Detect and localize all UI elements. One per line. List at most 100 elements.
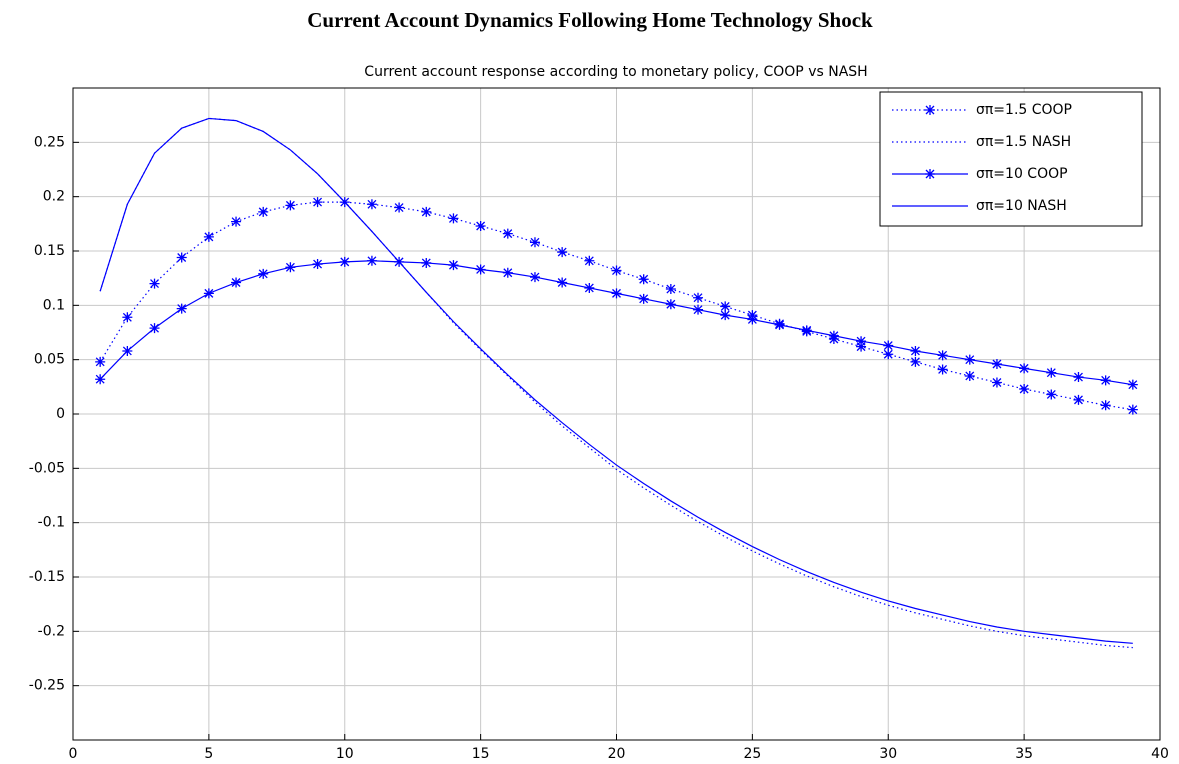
marker: [638, 274, 649, 285]
marker: [122, 345, 133, 356]
marker: [258, 268, 269, 279]
x-tick-label: 10: [336, 746, 354, 762]
y-tick-label: -0.05: [29, 460, 65, 476]
x-tick-label: 20: [608, 746, 626, 762]
marker: [910, 345, 921, 356]
legend-label: σπ=1.5 COOP: [976, 102, 1072, 118]
marker: [312, 259, 323, 270]
marker: [448, 260, 459, 271]
marker: [964, 354, 975, 365]
marker: [937, 350, 948, 361]
y-tick-label: 0.15: [34, 243, 65, 259]
legend-label: σπ=10 COOP: [976, 166, 1068, 182]
marker: [557, 247, 568, 258]
marker: [95, 356, 106, 367]
x-tick-label: 40: [1151, 746, 1169, 762]
marker: [638, 293, 649, 304]
marker: [529, 272, 540, 283]
marker: [231, 277, 242, 288]
x-tick-label: 25: [743, 746, 761, 762]
marker: [991, 377, 1002, 388]
x-tick-label: 0: [69, 746, 78, 762]
marker: [693, 304, 704, 315]
marker: [856, 341, 867, 352]
legend-label: σπ=10 NASH: [976, 198, 1067, 214]
marker: [557, 277, 568, 288]
marker: [285, 200, 296, 211]
y-tick-label: 0.25: [34, 134, 65, 150]
x-tick-label: 35: [1015, 746, 1033, 762]
marker: [611, 265, 622, 276]
marker: [1019, 363, 1030, 374]
marker: [122, 312, 133, 323]
marker: [720, 310, 731, 321]
legend-marker: [925, 105, 935, 115]
marker: [149, 278, 160, 289]
series-line: [99, 117, 1133, 644]
marker: [665, 284, 676, 295]
marker: [475, 221, 486, 232]
y-tick-label: -0.15: [29, 569, 65, 585]
marker: [502, 228, 513, 239]
marker: [421, 257, 432, 268]
y-tick-label: -0.1: [38, 515, 65, 531]
marker: [285, 262, 296, 273]
marker: [366, 199, 377, 210]
marker: [747, 314, 758, 325]
y-tick-label: -0.2: [38, 623, 65, 639]
x-tick-label: 30: [879, 746, 897, 762]
marker: [149, 323, 160, 334]
marker: [203, 288, 214, 299]
marker: [665, 299, 676, 310]
marker: [448, 213, 459, 224]
marker: [176, 252, 187, 263]
marker: [1046, 389, 1057, 400]
legend-box: [879, 91, 1143, 227]
y-tick-label: -0.25: [29, 678, 65, 694]
series-line: [99, 117, 1133, 649]
marker: [529, 237, 540, 248]
y-tick-label: 0.05: [34, 352, 65, 368]
marker: [828, 330, 839, 341]
marker: [95, 374, 106, 385]
marker: [1127, 379, 1138, 390]
chart-subtitle: Current account response according to mo…: [364, 64, 867, 80]
legend-marker: [925, 169, 935, 179]
marker: [1100, 400, 1111, 411]
marker: [937, 364, 948, 375]
marker: [312, 197, 323, 208]
marker: [801, 325, 812, 336]
marker: [1046, 367, 1057, 378]
marker: [991, 359, 1002, 370]
marker: [584, 255, 595, 266]
marker: [774, 319, 785, 330]
plot-frame: [72, 87, 1161, 741]
legend-label: σπ=1.5 NASH: [976, 134, 1071, 150]
marker: [964, 370, 975, 381]
x-tick-label: 5: [204, 746, 213, 762]
marker: [856, 336, 867, 347]
chart-title: Current Account Dynamics Following Home …: [307, 8, 873, 32]
marker: [883, 349, 894, 360]
marker: [176, 303, 187, 314]
y-tick-label: 0.2: [43, 189, 65, 205]
x-tick-label: 15: [472, 746, 490, 762]
marker: [421, 206, 432, 217]
marker: [883, 340, 894, 351]
series-line: [99, 201, 1133, 411]
marker: [1019, 384, 1030, 395]
marker: [584, 282, 595, 293]
marker: [203, 231, 214, 242]
marker: [1073, 372, 1084, 383]
marker: [475, 264, 486, 275]
marker: [1100, 375, 1111, 386]
marker: [1127, 404, 1138, 415]
marker: [258, 206, 269, 217]
marker: [366, 255, 377, 266]
marker: [1073, 394, 1084, 405]
marker: [910, 356, 921, 367]
marker: [339, 256, 350, 267]
marker: [502, 267, 513, 278]
marker: [611, 288, 622, 299]
